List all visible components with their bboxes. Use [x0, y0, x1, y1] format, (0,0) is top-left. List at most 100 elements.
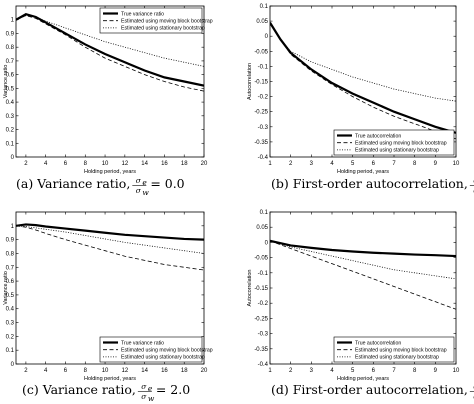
series-line-dotted: [270, 240, 456, 280]
legend-label: True autocorrelation: [355, 133, 401, 139]
y-tick-label: 0.05: [256, 19, 268, 25]
caption-fraction-denominator-sub: w: [148, 394, 155, 403]
panel-caption: (c) Variance ratio,: [22, 382, 136, 397]
y-tick-label: -0.05: [254, 256, 268, 262]
plot-frame: [15, 5, 205, 158]
y-tick-label: 0.8: [6, 45, 15, 51]
x-tick-label: 7: [392, 161, 396, 167]
x-tick-label: 18: [181, 368, 188, 374]
series-line-dotted: [270, 22, 456, 102]
y-axis-label: Variance ratio: [3, 65, 9, 99]
y-tick-label: 0.7: [6, 265, 15, 271]
plot-frame: [269, 5, 457, 158]
y-tick-label: 1: [11, 18, 15, 24]
legend: True variance ratio Estimated using movin…: [99, 336, 213, 363]
x-tick-label: 12: [121, 161, 128, 167]
legend-label: Estimated using stationary bootstrap: [121, 355, 205, 361]
y-axis-label: Variance ratio: [3, 271, 9, 305]
x-tick-label: 16: [161, 368, 168, 374]
x-tick-label: 6: [64, 161, 68, 167]
panel-b: Autocorrelation Holding period, years -0.4…: [247, 4, 474, 195]
legend-label: True variance ratio: [121, 340, 164, 346]
plot-frame: [15, 211, 205, 365]
legend-label: Estimated using moving block bootstrap: [121, 348, 213, 354]
x-tick-label: 4: [330, 161, 334, 167]
y-tick-label: 1: [11, 224, 15, 230]
legend-label: True variance ratio: [121, 11, 164, 17]
legend-label: Estimated using moving block bootstrap: [121, 19, 213, 25]
y-axis-label: Autocorrelation: [247, 63, 253, 100]
y-tick-label: -0.35: [254, 140, 268, 146]
y-tick-label: 0.3: [6, 321, 15, 327]
x-tick-label: 2: [289, 368, 293, 374]
x-tick-label: 18: [181, 161, 188, 167]
caption-fraction-denominator: σ: [141, 392, 147, 401]
legend-label: True autocorrelation: [355, 340, 401, 346]
caption-fraction-numerator-sub: e: [148, 384, 153, 393]
legend-label: Estimated using moving block bootstrap: [355, 141, 447, 147]
legend-box: [333, 336, 455, 363]
series-line-dashed: [16, 225, 204, 271]
caption-value: = 0.0: [150, 176, 184, 191]
y-tick-label: 0: [11, 155, 15, 161]
x-tick-label: 3: [310, 161, 314, 167]
x-tick-label: 8: [84, 161, 88, 167]
x-tick-label: 8: [413, 161, 417, 167]
legend: True autocorrelation Estimated using movi…: [333, 129, 455, 156]
series-line-solid: [270, 239, 456, 258]
x-axis-label: Holding period, years: [84, 169, 136, 175]
x-tick-label: 1: [268, 368, 272, 374]
y-tick-label: 0: [265, 34, 269, 40]
y-tick-label: 0.1: [260, 4, 269, 10]
y-tick-label: -0.1: [258, 64, 269, 70]
series-line-dotted: [16, 225, 204, 254]
panel-caption: (b) First-order autocorrelation,: [271, 176, 468, 191]
caption-fraction-denominator-sub: w: [142, 188, 149, 197]
y-tick-label: 0.1: [260, 210, 269, 216]
x-tick-label: 16: [161, 161, 168, 167]
y-tick-label: 0.1: [6, 348, 15, 354]
x-axis-label: Holding period, years: [337, 169, 389, 175]
x-tick-label: 9: [434, 161, 438, 167]
y-tick-label: 0: [11, 362, 15, 368]
y-tick-label: 0.5: [6, 86, 15, 92]
caption-fraction-numerator: σ: [136, 176, 142, 185]
y-tick-label: 0.7: [6, 59, 15, 65]
legend: True autocorrelation Estimated using movi…: [333, 336, 455, 363]
y-tick-label: 0.6: [6, 73, 15, 79]
x-tick-label: 10: [453, 368, 460, 374]
y-tick-label: -0.25: [254, 110, 268, 116]
y-tick-label: 0.3: [6, 114, 15, 120]
y-tick-label: 0: [265, 240, 269, 246]
y-tick-label: -0.3: [258, 332, 269, 338]
x-tick-label: 6: [64, 368, 68, 374]
caption-fraction-numerator-sub: e: [142, 178, 147, 187]
x-tick-label: 5: [351, 368, 355, 374]
x-tick-label: 14: [141, 368, 148, 374]
y-tick-label: -0.3: [258, 125, 269, 131]
y-tick-label: 0.9: [6, 31, 15, 37]
x-tick-label: 10: [102, 368, 109, 374]
y-tick-label: 0.4: [6, 307, 15, 313]
panel-d: Autocorrelation Holding period, years -0.4…: [247, 210, 474, 401]
x-tick-label: 4: [44, 161, 48, 167]
x-tick-label: 2: [24, 368, 28, 374]
x-tick-label: 12: [121, 368, 128, 374]
y-tick-label: -0.1: [258, 271, 269, 277]
plot-frame: [269, 211, 457, 365]
y-tick-label: -0.4: [258, 362, 269, 368]
panel-caption: (a) Variance ratio,: [16, 176, 130, 191]
x-tick-label: 2: [289, 161, 293, 167]
series-line-solid: [16, 13, 204, 87]
x-tick-label: 8: [84, 368, 88, 374]
x-tick-label: 20: [201, 161, 208, 167]
legend-label: Estimated using stationary bootstrap: [355, 148, 439, 154]
y-tick-label: 0.05: [256, 225, 268, 231]
y-tick-label: -0.2: [258, 301, 269, 307]
legend-box: [333, 129, 455, 156]
y-tick-label: -0.35: [254, 347, 268, 353]
x-tick-label: 4: [330, 368, 334, 374]
y-axis-label: Autocorrelation: [247, 270, 253, 307]
x-tick-label: 3: [310, 368, 314, 374]
